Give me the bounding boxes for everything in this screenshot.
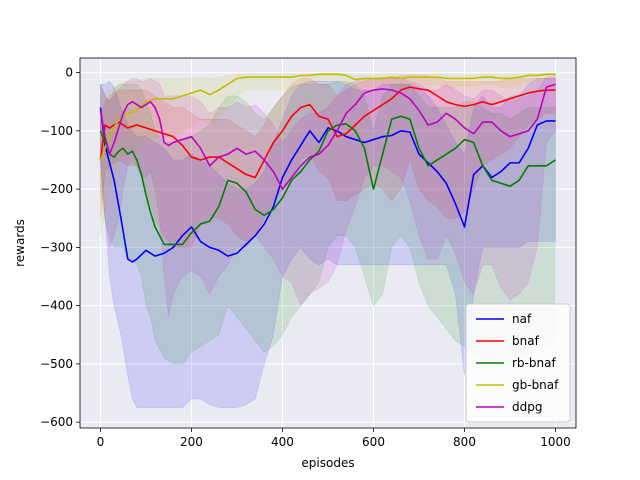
plot-frame — [79, 57, 577, 429]
series-line-ddpg — [99, 83, 556, 190]
x-tick-label: 600 — [362, 435, 385, 449]
x-axis-ticks: 0 200 400 600 800 1000 — [97, 428, 571, 449]
x-tick-label: 1000 — [540, 435, 571, 449]
series-lines — [99, 73, 556, 263]
y-tick-label: 0 — [65, 66, 73, 80]
y-tick-label: −300 — [40, 240, 73, 254]
legend: naf bnaf rb-bnaf gb-bnaf ddpg — [465, 303, 571, 423]
x-tick-label: 800 — [453, 435, 476, 449]
series-line-rb-bnaf — [99, 115, 556, 246]
y-tick-label: −200 — [40, 182, 73, 196]
y-axis-label: rewards — [13, 219, 27, 267]
band-naf — [100, 78, 556, 408]
y-tick-label: −600 — [40, 415, 73, 429]
x-tick-label: 200 — [180, 435, 203, 449]
band-ddpg — [100, 75, 556, 318]
x-tick-label: 0 — [97, 435, 105, 449]
series-line-bnaf — [99, 86, 556, 179]
legend-label-naf: naf — [512, 312, 532, 326]
y-axis-ticks: 0 −100 −200 −300 −400 −500 −600 — [40, 66, 80, 429]
legend-label-gb-bnaf: gb-bnaf — [512, 378, 559, 392]
band-gb-bnaf — [100, 72, 556, 236]
y-tick-label: −500 — [40, 357, 73, 371]
x-tick-label: 400 — [271, 435, 294, 449]
legend-label-rb-bnaf: rb-bnaf — [512, 356, 556, 370]
series-line-naf — [99, 107, 556, 263]
legend-box — [465, 303, 571, 423]
y-tick-label: −400 — [40, 299, 73, 313]
y-tick-label: −100 — [40, 124, 73, 138]
legend-label-bnaf: bnaf — [512, 334, 540, 348]
x-axis-label: episodes — [301, 456, 354, 470]
series-line-gb-bnaf — [99, 73, 556, 161]
legend-label-ddpg: ddpg — [512, 400, 542, 414]
